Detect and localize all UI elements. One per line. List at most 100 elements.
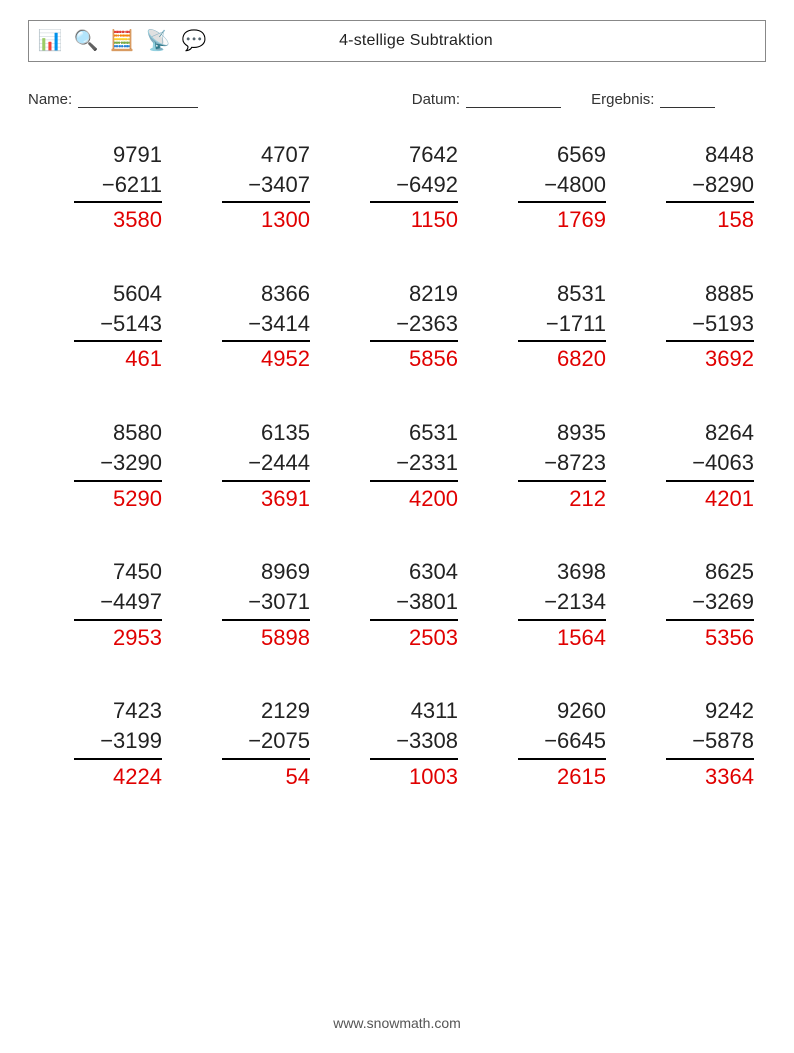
subtrahend: −6492	[370, 170, 458, 204]
antenna-icon: 📡	[145, 28, 171, 54]
problem: 6304−38012503	[336, 557, 458, 652]
subtrahend: −6645	[518, 726, 606, 760]
answer: 5856	[370, 342, 458, 374]
problem: 6569−48001769	[484, 140, 606, 235]
problem: 8448−8290158	[632, 140, 754, 235]
minuend: 5604	[74, 279, 162, 309]
problem: 8264−40634201	[632, 418, 754, 513]
problem: 5604−5143461	[40, 279, 162, 374]
score-label: Ergebnis:	[591, 91, 654, 108]
subtrahend: −2075	[222, 726, 310, 760]
minuend: 8448	[666, 140, 754, 170]
answer: 1769	[518, 203, 606, 235]
answer: 1150	[370, 203, 458, 235]
meta-row: Name: Datum: Ergebnis:	[28, 90, 766, 108]
chat-icon: 💬	[181, 28, 207, 54]
subtrahend: −4063	[666, 448, 754, 482]
answer: 3364	[666, 760, 754, 792]
problem: 8969−30715898	[188, 557, 310, 652]
minuend: 2129	[222, 696, 310, 726]
minuend: 9242	[666, 696, 754, 726]
subtrahend: −3308	[370, 726, 458, 760]
subtrahend: −3801	[370, 587, 458, 621]
problem: 8580−32905290	[40, 418, 162, 513]
subtrahend: −2331	[370, 448, 458, 482]
answer: 6820	[518, 342, 606, 374]
subtrahend: −5878	[666, 726, 754, 760]
date-blank[interactable]	[466, 90, 561, 108]
footer: www.snowmath.com	[0, 1015, 794, 1031]
problem: 6531−23314200	[336, 418, 458, 513]
subtrahend: −3414	[222, 309, 310, 343]
minuend: 9260	[518, 696, 606, 726]
minuend: 8580	[74, 418, 162, 448]
subtrahend: −2363	[370, 309, 458, 343]
presentation-icon: 📊	[37, 28, 63, 54]
minuend: 7423	[74, 696, 162, 726]
problem: 4707−34071300	[188, 140, 310, 235]
subtrahend: −3290	[74, 448, 162, 482]
problem: 8885−51933692	[632, 279, 754, 374]
subtrahend: −1711	[518, 309, 606, 343]
answer: 158	[666, 203, 754, 235]
minuend: 6569	[518, 140, 606, 170]
answer: 2503	[370, 621, 458, 653]
magnifier-icon: 🔍	[73, 28, 99, 54]
subtrahend: −8290	[666, 170, 754, 204]
problem: 7423−31994224	[40, 696, 162, 791]
minuend: 4707	[222, 140, 310, 170]
minuend: 9791	[74, 140, 162, 170]
answer: 54	[222, 760, 310, 792]
name-field: Name:	[28, 90, 412, 108]
answer: 4200	[370, 482, 458, 514]
name-label: Name:	[28, 91, 72, 108]
subtrahend: −8723	[518, 448, 606, 482]
header-band: 📊 🔍 🧮 📡 💬 4-stellige Subtraktion	[28, 20, 766, 62]
minuend: 4311	[370, 696, 458, 726]
problem: 3698−21341564	[484, 557, 606, 652]
worksheet-title: 4-stellige Subtraktion	[207, 32, 765, 50]
minuend: 6531	[370, 418, 458, 448]
answer: 461	[74, 342, 162, 374]
problem: 8935−8723212	[484, 418, 606, 513]
answer: 5290	[74, 482, 162, 514]
minuend: 8935	[518, 418, 606, 448]
subtrahend: −3407	[222, 170, 310, 204]
minuend: 6135	[222, 418, 310, 448]
minuend: 8264	[666, 418, 754, 448]
score-field: Ergebnis:	[591, 90, 715, 108]
footer-site: www.snowmath.com	[333, 1015, 461, 1031]
answer: 4224	[74, 760, 162, 792]
minuend: 8625	[666, 557, 754, 587]
minuend: 3698	[518, 557, 606, 587]
subtrahend: −5143	[74, 309, 162, 343]
problem-grid: 9791−62113580 4707−34071300 7642−64921150 6…	[40, 140, 754, 791]
answer: 3580	[74, 203, 162, 235]
answer: 5898	[222, 621, 310, 653]
subtrahend: −3199	[74, 726, 162, 760]
answer: 1300	[222, 203, 310, 235]
subtrahend: −3071	[222, 587, 310, 621]
subtrahend: −3269	[666, 587, 754, 621]
date-field: Datum:	[412, 90, 561, 108]
answer: 2953	[74, 621, 162, 653]
score-blank[interactable]	[660, 90, 715, 108]
problem: 9260−66452615	[484, 696, 606, 791]
answer: 2615	[518, 760, 606, 792]
problem: 8219−23635856	[336, 279, 458, 374]
subtrahend: −2444	[222, 448, 310, 482]
subtrahend: −6211	[74, 170, 162, 204]
answer: 3692	[666, 342, 754, 374]
answer: 4201	[666, 482, 754, 514]
answer: 212	[518, 482, 606, 514]
worksheet-page: 📊 🔍 🧮 📡 💬 4-stellige Subtraktion Name: Datum…	[0, 0, 794, 1053]
problem: 7642−64921150	[336, 140, 458, 235]
problem: 9242−58783364	[632, 696, 754, 791]
calculator-icon: 🧮	[109, 28, 135, 54]
name-blank[interactable]	[78, 90, 198, 108]
answer: 3691	[222, 482, 310, 514]
minuend: 8969	[222, 557, 310, 587]
minuend: 8531	[518, 279, 606, 309]
minuend: 8885	[666, 279, 754, 309]
problem: 8531−17116820	[484, 279, 606, 374]
